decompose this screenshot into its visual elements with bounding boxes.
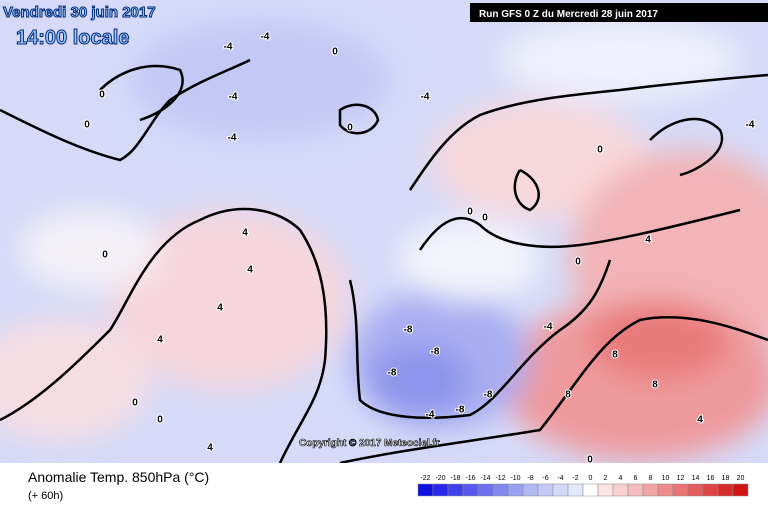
scale-swatch <box>657 483 674 497</box>
contour-label: -8 <box>431 347 440 358</box>
contour-label: 4 <box>645 235 651 246</box>
scale-swatch <box>567 483 584 497</box>
legend-title: Anomalie Temp. 850hPa (°C) <box>28 469 209 485</box>
scale-swatch <box>447 483 464 497</box>
scale-swatch <box>702 483 719 497</box>
scale-swatch <box>582 483 599 497</box>
contour-label: -4 <box>426 410 435 421</box>
contour-label: 8 <box>612 350 618 361</box>
scale-label: -2 <box>572 475 578 482</box>
scale-swatch <box>672 483 689 497</box>
scale-label: -14 <box>480 475 490 482</box>
scale-label: 4 <box>619 475 623 482</box>
contour-label: 0 <box>84 120 90 131</box>
contour-label: -4 <box>421 92 430 103</box>
scale-label: 18 <box>722 475 730 482</box>
forecast-date: Vendredi 30 juin 2017 <box>3 4 156 21</box>
scale-label: 10 <box>662 475 670 482</box>
run-info: Run GFS 0 Z du Mercredi 28 juin 2017 <box>479 9 658 20</box>
contour-label: 8 <box>565 390 571 401</box>
scale-label: -22 <box>420 475 430 482</box>
scale-swatch <box>732 483 749 497</box>
contour-label: 0 <box>597 145 603 156</box>
contour-label: 8 <box>652 380 658 391</box>
contour-label: 0 <box>482 213 488 224</box>
contour-label: 4 <box>207 443 213 454</box>
scale-swatch <box>717 483 734 497</box>
contour-label: 0 <box>132 398 138 409</box>
contour-label: -4 <box>261 32 270 43</box>
coastlines <box>0 58 768 463</box>
contour-label: 0 <box>332 47 338 58</box>
scale-swatch <box>477 483 494 497</box>
scale-label: 16 <box>707 475 715 482</box>
contour-label: 0 <box>467 207 473 218</box>
contour-label: 4 <box>242 228 248 239</box>
color-scale: -22 -20 -18 -16 -14 -12 -10 -8 -6 -4 -2 0 2 4 6 8 10 12 14… <box>417 475 749 497</box>
scale-swatch <box>612 483 629 497</box>
scale-label: -12 <box>495 475 505 482</box>
scale-swatch <box>687 483 704 497</box>
copyright: Copyright © 2017 Meteociel.fr <box>299 438 440 449</box>
contour-label: 0 <box>157 415 163 426</box>
contour-label: 4 <box>217 303 223 314</box>
scale-swatch <box>462 483 479 497</box>
contour-label: 4 <box>697 415 703 426</box>
run-box <box>470 3 768 22</box>
scale-label: 8 <box>649 475 653 482</box>
contour-label: -4 <box>746 120 755 131</box>
contour-label: -4 <box>229 92 238 103</box>
contour-label: -8 <box>404 325 413 336</box>
scale-label: 20 <box>737 475 745 482</box>
lead-time: (+ 60h) <box>28 490 63 502</box>
scale-swatch <box>432 483 449 497</box>
contour-label: 4 <box>157 335 163 346</box>
scale-label: -4 <box>557 475 563 482</box>
scale-label: 0 <box>589 475 593 482</box>
scale-label: 12 <box>677 475 685 482</box>
scale-swatch <box>552 483 569 497</box>
scale-swatch <box>492 483 509 497</box>
scale-label: -6 <box>542 475 548 482</box>
contour-label: -8 <box>484 390 493 401</box>
contour-label: 0 <box>575 257 581 268</box>
contour-label: -4 <box>544 322 553 333</box>
scale-label: 2 <box>604 475 608 482</box>
contour-label: -4 <box>224 42 233 53</box>
contour-label: 0 <box>102 250 108 261</box>
contour-label: 0 <box>347 123 353 134</box>
scale-swatch <box>417 483 434 497</box>
scale-swatch <box>597 483 614 497</box>
contour-label: -8 <box>456 405 465 416</box>
scale-label: -10 <box>510 475 520 482</box>
scale-swatch <box>642 483 659 497</box>
scale-label: -8 <box>527 475 533 482</box>
anomaly-field: -40-4-400-4-4044440004000-4-8-8-8-8-8-48… <box>0 0 768 466</box>
contour-labels: -40-4-400-4-4044440004000-4-8-8-8-8-8-48… <box>83 31 756 466</box>
scale-swatch <box>537 483 554 497</box>
scale-swatch <box>522 483 539 497</box>
forecast-time: 14:00 locale <box>16 27 129 49</box>
contour-label: -8 <box>388 368 397 379</box>
contour-label: 0 <box>587 455 593 466</box>
scale-label: -20 <box>435 475 445 482</box>
contour-label: 0 <box>99 90 105 101</box>
scale-label: 6 <box>634 475 638 482</box>
scale-label: -18 <box>450 475 460 482</box>
contour-label: -4 <box>228 133 237 144</box>
scale-swatch <box>507 483 524 497</box>
scale-label: -16 <box>465 475 475 482</box>
scale-label: 14 <box>692 475 700 482</box>
contour-label: 4 <box>247 265 253 276</box>
scale-swatch <box>627 483 644 497</box>
